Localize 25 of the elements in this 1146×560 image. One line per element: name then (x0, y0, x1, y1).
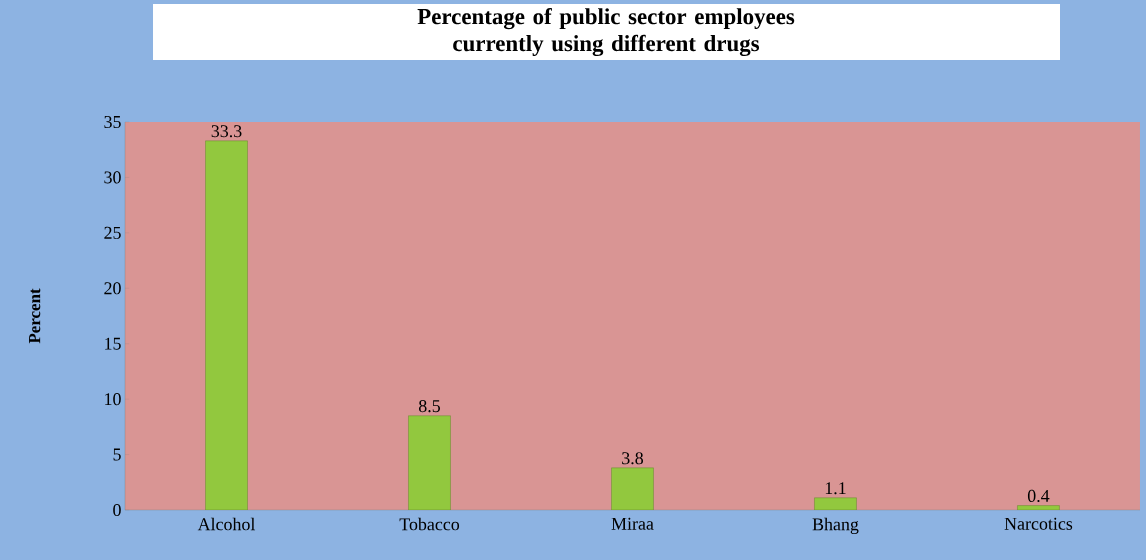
bar (205, 140, 248, 510)
bar (814, 497, 857, 510)
y-tick-label: 30 (104, 171, 121, 184)
bar (611, 467, 654, 510)
y-tick-label: 35 (104, 115, 121, 129)
x-tick-label: Tobacco (399, 517, 460, 531)
data-label: 0.4 (1027, 489, 1050, 503)
data-label: 1.1 (825, 482, 846, 495)
y-tick-label: 25 (104, 226, 121, 239)
x-tick-label: Narcotics (1004, 517, 1073, 530)
bar (1017, 505, 1060, 510)
y-tick-label: 0 (113, 503, 121, 517)
x-tick-label: Miraa (611, 517, 654, 530)
y-axis-title: Percent (29, 288, 41, 344)
y-tick-label: 20 (104, 282, 121, 295)
bar (408, 415, 451, 510)
y-tick-label: 10 (105, 393, 121, 406)
x-tick-label: Alcohol (197, 517, 256, 531)
y-tick-label: 5 (113, 448, 121, 461)
data-label: 8.5 (418, 400, 440, 413)
y-tick-label: 15 (105, 337, 121, 350)
x-tick-label: Bhang (812, 517, 859, 535)
data-label: 3.8 (622, 452, 644, 465)
data-label: 33.3 (211, 125, 242, 138)
chart-title: Percentage of public sector employees currently using different drugs (417, 7, 795, 57)
